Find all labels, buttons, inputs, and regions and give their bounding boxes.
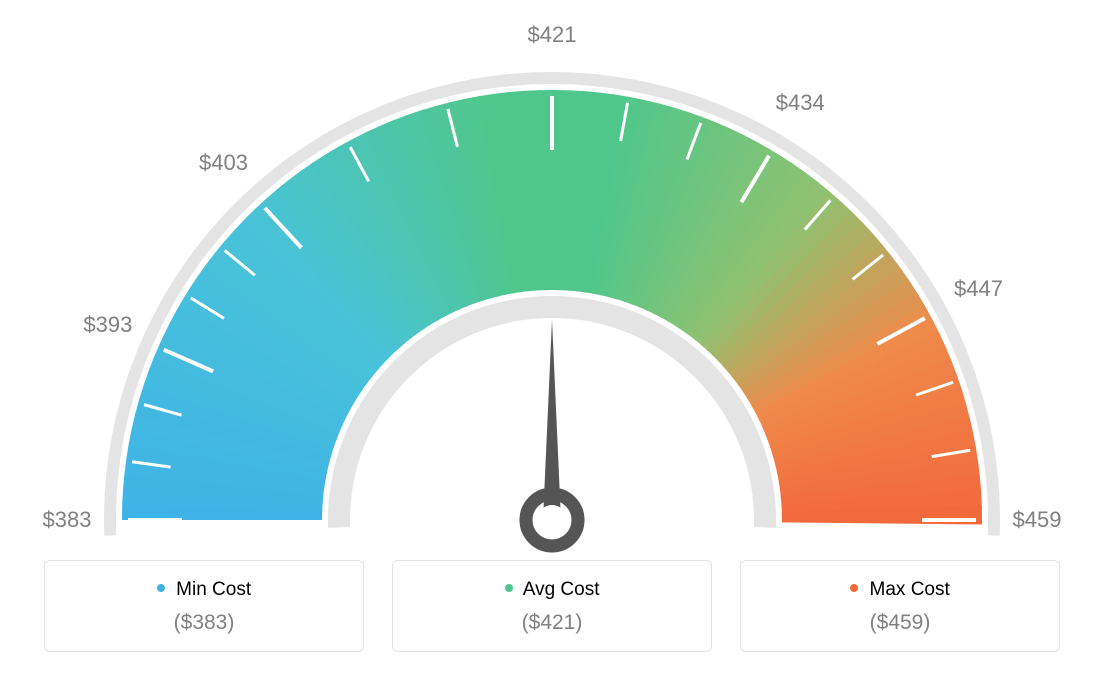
legend-title-max: Max Cost bbox=[751, 579, 1049, 601]
gauge-tick-label: $393 bbox=[83, 312, 132, 338]
dot-icon bbox=[157, 584, 165, 592]
gauge-tick-label: $459 bbox=[1013, 507, 1062, 533]
gauge-chart: $383 $393 $403 $421 $434 $447 $459 bbox=[0, 0, 1104, 560]
legend-title-avg: Avg Cost bbox=[403, 579, 701, 601]
gauge-tick-label: $421 bbox=[528, 22, 577, 48]
gauge-tick-label: $383 bbox=[43, 507, 92, 533]
legend-label-min: Min Cost bbox=[176, 579, 251, 600]
gauge-svg bbox=[0, 0, 1104, 560]
legend-card-max: Max Cost ($459) bbox=[740, 560, 1060, 652]
legend-row: Min Cost ($383) Avg Cost ($421) Max Cost… bbox=[0, 560, 1104, 672]
gauge-tick-label: $403 bbox=[199, 150, 248, 176]
legend-label-max: Max Cost bbox=[870, 579, 950, 600]
gauge-tick-label: $447 bbox=[954, 276, 1003, 302]
legend-value-max: ($459) bbox=[751, 611, 1049, 635]
dot-icon bbox=[505, 584, 513, 592]
legend-card-min: Min Cost ($383) bbox=[44, 560, 364, 652]
gauge-tick-label: $434 bbox=[776, 90, 825, 116]
legend-title-min: Min Cost bbox=[55, 579, 353, 601]
legend-value-avg: ($421) bbox=[403, 611, 701, 635]
legend-label-avg: Avg Cost bbox=[523, 579, 600, 600]
dot-icon bbox=[850, 584, 858, 592]
legend-value-min: ($383) bbox=[55, 611, 353, 635]
legend-card-avg: Avg Cost ($421) bbox=[392, 560, 712, 652]
